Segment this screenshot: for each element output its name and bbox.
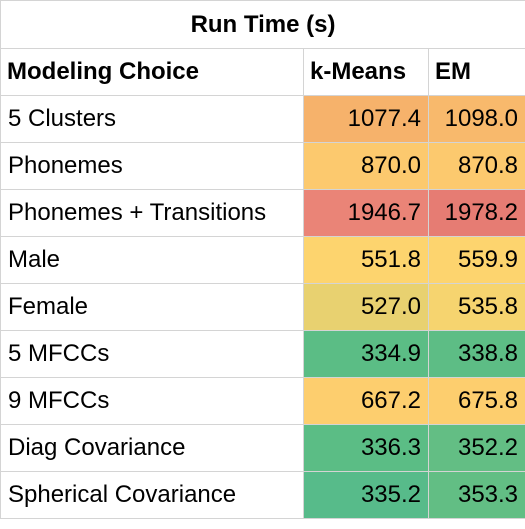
table-row: 9 MFCCs 667.2 675.8 [0, 377, 525, 425]
table-row: Diag Covariance 336.3 352.2 [0, 424, 525, 472]
table-row: Female 527.0 535.8 [0, 283, 525, 331]
em-cell: 352.2 [427, 424, 525, 472]
kmeans-cell: 870.0 [303, 142, 429, 190]
table-row: Phonemes + Transitions 1946.7 1978.2 [0, 189, 525, 237]
table-title: Run Time (s) [0, 0, 525, 49]
header-em: EM [427, 48, 525, 96]
title-row: Run Time (s) [0, 0, 525, 49]
header-k-means: k-Means [303, 48, 429, 96]
header-row: Modeling Choice k-Means EM [0, 48, 525, 96]
em-cell: 675.8 [427, 377, 525, 425]
table-row: 5 Clusters 1077.4 1098.0 [0, 95, 525, 143]
table-row: 5 MFCCs 334.9 338.8 [0, 330, 525, 378]
em-cell: 353.3 [427, 471, 525, 519]
kmeans-cell: 551.8 [303, 236, 429, 284]
em-cell: 1098.0 [427, 95, 525, 143]
row-label: 5 Clusters [0, 95, 304, 143]
row-label: Phonemes + Transitions [0, 189, 304, 237]
header-modeling-choice: Modeling Choice [0, 48, 304, 96]
kmeans-cell: 336.3 [303, 424, 429, 472]
row-label: Female [0, 283, 304, 331]
row-label: Spherical Covariance [0, 471, 304, 519]
kmeans-cell: 667.2 [303, 377, 429, 425]
row-label: Male [0, 236, 304, 284]
em-cell: 1978.2 [427, 189, 525, 237]
kmeans-cell: 1077.4 [303, 95, 429, 143]
row-label: 5 MFCCs [0, 330, 304, 378]
kmeans-cell: 1946.7 [303, 189, 429, 237]
table-row: Spherical Covariance 335.2 353.3 [0, 471, 525, 519]
row-label: 9 MFCCs [0, 377, 304, 425]
em-cell: 870.8 [427, 142, 525, 190]
kmeans-cell: 527.0 [303, 283, 429, 331]
row-label: Phonemes [0, 142, 304, 190]
em-cell: 535.8 [427, 283, 525, 331]
row-label: Diag Covariance [0, 424, 304, 472]
em-cell: 559.9 [427, 236, 525, 284]
kmeans-cell: 335.2 [303, 471, 429, 519]
table-row: Male 551.8 559.9 [0, 236, 525, 284]
em-cell: 338.8 [427, 330, 525, 378]
table-row: Phonemes 870.0 870.8 [0, 142, 525, 190]
kmeans-cell: 334.9 [303, 330, 429, 378]
